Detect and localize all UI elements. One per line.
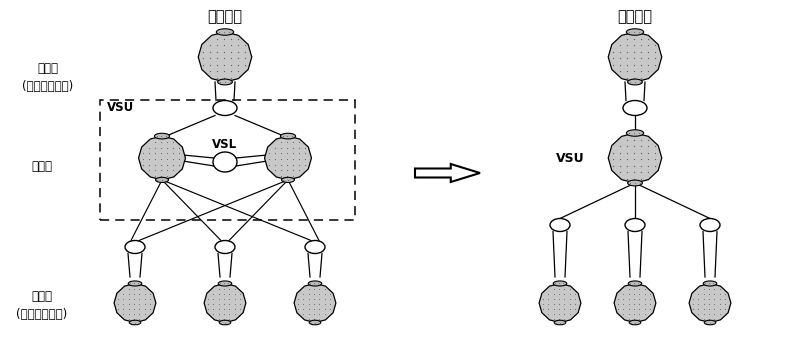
- Polygon shape: [608, 133, 662, 183]
- Ellipse shape: [628, 79, 642, 85]
- Text: 接入层
(下联对端设备): 接入层 (下联对端设备): [16, 289, 68, 321]
- Text: 逻辑视图: 逻辑视图: [618, 10, 653, 24]
- Ellipse shape: [154, 133, 170, 139]
- Ellipse shape: [218, 79, 232, 85]
- Polygon shape: [204, 284, 246, 322]
- Ellipse shape: [216, 29, 234, 35]
- Ellipse shape: [213, 100, 237, 115]
- Text: 核心层
(上联对端设备): 核心层 (上联对端设备): [22, 61, 74, 93]
- Ellipse shape: [704, 320, 716, 325]
- Ellipse shape: [128, 281, 142, 286]
- Ellipse shape: [554, 281, 566, 286]
- Polygon shape: [608, 32, 662, 82]
- Ellipse shape: [125, 240, 145, 253]
- Ellipse shape: [625, 218, 645, 231]
- Polygon shape: [294, 284, 336, 322]
- Ellipse shape: [628, 281, 642, 286]
- Bar: [100, 100, 355, 220]
- Polygon shape: [265, 136, 311, 180]
- Polygon shape: [114, 284, 156, 322]
- Ellipse shape: [213, 152, 237, 172]
- Polygon shape: [138, 136, 186, 180]
- Ellipse shape: [626, 29, 644, 35]
- Ellipse shape: [310, 320, 321, 325]
- Ellipse shape: [282, 178, 294, 182]
- Ellipse shape: [628, 180, 642, 186]
- Polygon shape: [415, 164, 480, 182]
- Ellipse shape: [554, 320, 566, 325]
- Ellipse shape: [155, 178, 169, 182]
- Ellipse shape: [219, 320, 230, 325]
- Ellipse shape: [700, 218, 720, 231]
- Polygon shape: [689, 284, 731, 322]
- Text: VSL: VSL: [213, 138, 238, 152]
- Ellipse shape: [305, 240, 325, 253]
- Polygon shape: [614, 284, 656, 322]
- Ellipse shape: [630, 320, 641, 325]
- Ellipse shape: [308, 281, 322, 286]
- Text: 汇聚层: 汇聚层: [31, 160, 53, 174]
- Text: 物理视图: 物理视图: [207, 10, 242, 24]
- Polygon shape: [539, 284, 581, 322]
- Ellipse shape: [550, 218, 570, 231]
- Polygon shape: [198, 32, 252, 82]
- Ellipse shape: [215, 240, 235, 253]
- Ellipse shape: [703, 281, 717, 286]
- Ellipse shape: [218, 281, 232, 286]
- Text: VSU: VSU: [107, 102, 134, 115]
- Ellipse shape: [623, 100, 647, 115]
- Ellipse shape: [626, 130, 644, 136]
- Text: VSU: VSU: [556, 152, 584, 164]
- Ellipse shape: [130, 320, 141, 325]
- Ellipse shape: [281, 133, 295, 139]
